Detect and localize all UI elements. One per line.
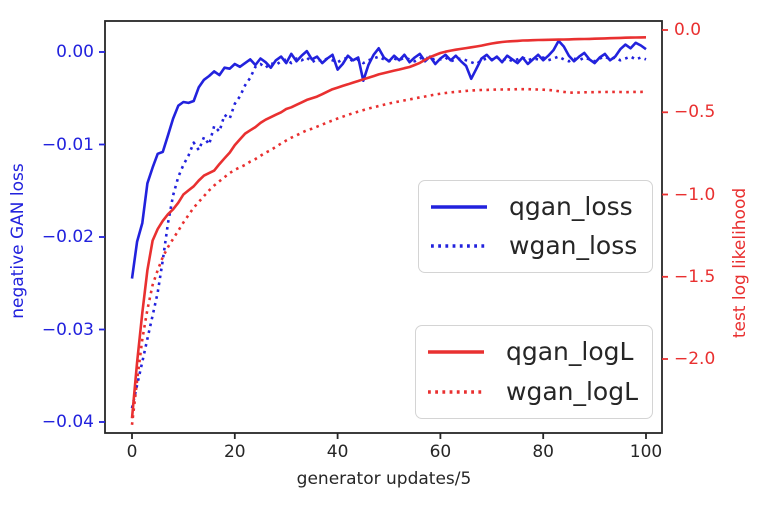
legend-label-qgan-logl: qgan_logL [506,337,634,367]
ytick-left-1: −0.01 [41,134,94,155]
qgan-loss-line-sample [431,205,487,209]
qgan-logL-line [130,36,647,419]
xtick-4: 80 [532,442,554,462]
right-tick-marks [662,29,668,360]
ytick-left-0: 0.00 [56,42,94,62]
xtick-5: 100 [629,442,663,462]
legend-label-qgan-loss: qgan_loss [509,192,633,221]
ytick-right-0: 0.0 [674,20,702,40]
xtick-0: 0 [126,442,138,462]
wgan-loss-line [130,55,647,409]
left-tick-marks [99,51,105,423]
legend-entry-wgan-logl: wgan_logL [427,377,652,407]
ytick-right-2: −1.0 [674,184,716,205]
xtick-2: 40 [326,442,349,462]
qgan-logl-line-sample [428,350,484,355]
legend-entry-qgan-logl: qgan_logL [427,337,652,367]
legend-entry-qgan-loss: qgan_loss [430,192,652,222]
x-axis-label: generator updates/5 [296,469,472,489]
y-axis-label-right: test log likelihood [730,187,750,339]
x-tick-marks [131,433,647,439]
xtick-3: 60 [429,442,452,462]
ytick-right-4: −2.0 [674,349,716,369]
legend-label-wgan-logl: wgan_logL [506,376,639,406]
legend-loss: qgan_loss wgan_loss [418,180,653,273]
wgan-loss-line-sample [431,244,487,248]
legend-entry-wgan-loss: wgan_loss [430,231,652,261]
ytick-right-3: −1.5 [674,266,716,287]
ytick-left-2: −0.02 [41,227,94,247]
y-axis-label-left: negative GAN loss [8,163,28,319]
xtick-1: 20 [223,442,246,462]
ytick-left-3: −0.03 [41,319,94,340]
ytick-left-4: −0.04 [41,412,94,432]
axes-spines [104,20,663,434]
legend-label-wgan-loss: wgan_loss [509,231,638,260]
legend-logl: qgan_logL wgan_logL [415,325,653,419]
ytick-right-1: −0.5 [674,102,716,123]
series-group [130,36,647,425]
wgan-logl-line-sample [428,389,484,394]
